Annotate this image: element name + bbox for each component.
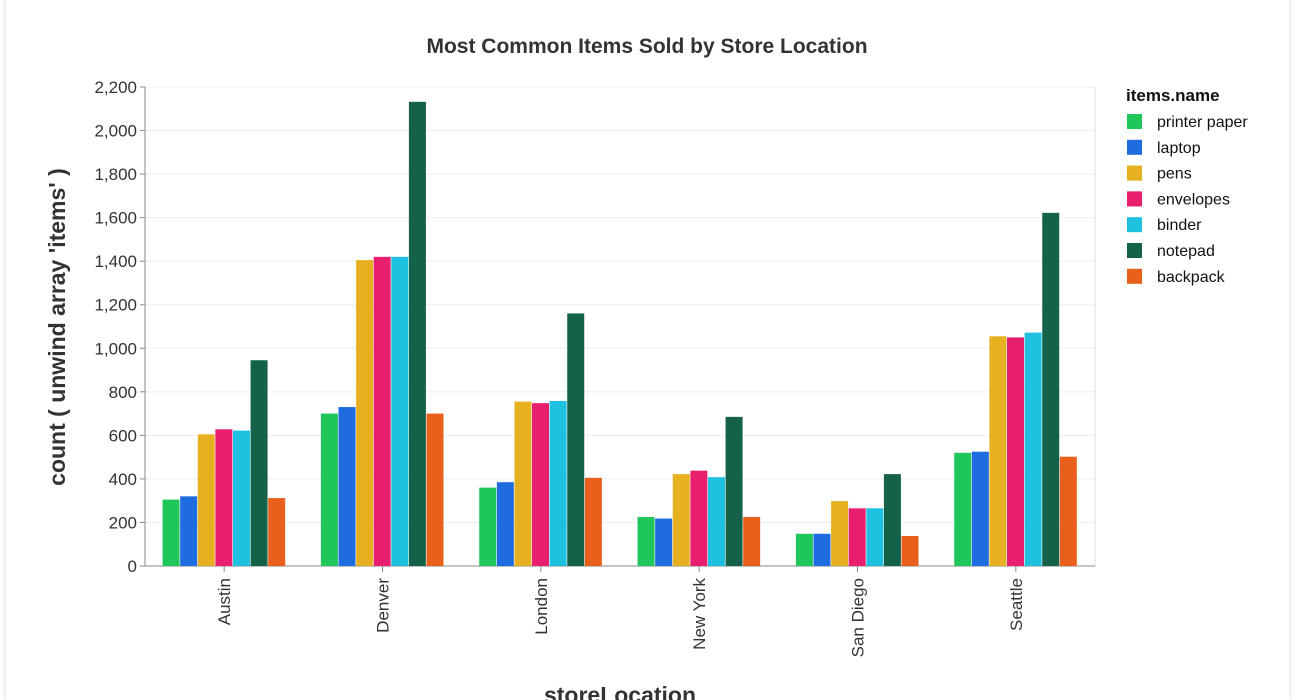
bar-printer-paper-london[interactable]: [479, 487, 497, 566]
bar-notepad-london[interactable]: [567, 313, 585, 566]
bar-laptop-san-diego[interactable]: [813, 533, 831, 566]
legend-swatch: [1127, 217, 1142, 233]
x-tick-label: San Diego: [849, 578, 868, 657]
bar-notepad-austin[interactable]: [250, 360, 268, 566]
plot-background: [144, 86, 1096, 567]
bar-laptop-seattle[interactable]: [971, 451, 989, 566]
legend-label: laptop: [1157, 140, 1201, 157]
y-tick-label: 1,000: [94, 339, 137, 358]
bar-pens-new-york[interactable]: [672, 474, 690, 566]
legend-swatch: [1127, 191, 1142, 207]
y-tick-label: 1,800: [94, 165, 137, 184]
bar-laptop-london[interactable]: [496, 482, 514, 566]
bar-printer-paper-seattle[interactable]: [954, 452, 972, 566]
x-tick-label: Seattle: [1007, 578, 1026, 631]
y-tick-label: 0: [128, 557, 137, 576]
y-tick-label: 1,400: [94, 252, 137, 271]
y-tick-label: 600: [109, 426, 137, 445]
bar-binder-austin[interactable]: [232, 430, 250, 566]
bar-backpack-london[interactable]: [584, 477, 602, 566]
y-tick-label: 2,200: [94, 78, 137, 97]
y-tick-label: 400: [109, 470, 137, 489]
y-tick-label: 2,000: [94, 122, 137, 141]
legend-label: envelopes: [1157, 191, 1230, 208]
bar-pens-austin[interactable]: [197, 434, 215, 566]
x-tick-label: New York: [690, 578, 709, 650]
bar-backpack-seattle[interactable]: [1059, 456, 1077, 566]
bar-binder-seattle[interactable]: [1024, 332, 1042, 566]
chart-title: Most Common Items Sold by Store Location: [426, 35, 867, 58]
y-tick-label: 200: [109, 513, 137, 532]
x-tick-label: Denver: [374, 578, 393, 633]
legend-label: binder: [1157, 217, 1202, 234]
legend: printer paper laptop pens envelopes binder no…: [1127, 114, 1248, 286]
bar-laptop-new-york[interactable]: [655, 518, 673, 566]
bar-binder-denver[interactable]: [391, 256, 409, 566]
bar-pens-denver[interactable]: [356, 260, 374, 566]
plot-area: 0 200 400 600 800 1,000 1,200 1,400 1,600 1,800 2,…: [94, 78, 1096, 657]
bar-printer-paper-san-diego[interactable]: [795, 533, 813, 566]
legend-label: notepad: [1157, 243, 1215, 260]
legend-title: items.name: [1126, 86, 1220, 105]
legend-swatch: [1127, 268, 1142, 284]
y-tick-label: 800: [109, 383, 137, 402]
bar-notepad-seattle[interactable]: [1042, 212, 1060, 566]
y-tick-label: 1,200: [94, 296, 137, 315]
y-axis-title: count ( unwind array 'items' ): [44, 168, 70, 486]
bar-envelopes-denver[interactable]: [373, 256, 391, 566]
x-tick-label: London: [532, 578, 551, 635]
bar-envelopes-san-diego[interactable]: [848, 508, 866, 566]
bar-notepad-new-york[interactable]: [725, 416, 743, 566]
legend-swatch: [1127, 114, 1142, 129]
bar-pens-san-diego[interactable]: [831, 501, 849, 566]
bar-backpack-new-york[interactable]: [743, 517, 761, 566]
bar-pens-london[interactable]: [514, 401, 532, 566]
bar-binder-san-diego[interactable]: [866, 508, 884, 566]
bar-binder-london[interactable]: [549, 400, 567, 566]
bar-printer-paper-new-york[interactable]: [637, 517, 655, 566]
legend-swatch: [1127, 165, 1142, 181]
legend-label: printer paper: [1157, 114, 1248, 131]
bar-envelopes-seattle[interactable]: [1007, 337, 1025, 566]
bar-printer-paper-denver[interactable]: [320, 413, 338, 566]
legend-label: backpack: [1157, 269, 1226, 286]
bar-pens-seattle[interactable]: [989, 336, 1007, 566]
bar-binder-new-york[interactable]: [707, 477, 725, 566]
bar-laptop-denver[interactable]: [338, 407, 356, 566]
x-tick-label: Austin: [215, 578, 234, 625]
bar-notepad-san-diego[interactable]: [883, 474, 901, 566]
bar-printer-paper-austin[interactable]: [162, 499, 180, 566]
bar-laptop-austin[interactable]: [180, 496, 198, 566]
bar-backpack-austin[interactable]: [268, 498, 286, 566]
bar-notepad-denver[interactable]: [408, 101, 426, 567]
x-axis-title: storeLocation: [544, 682, 696, 700]
bar-envelopes-austin[interactable]: [215, 429, 233, 566]
bar-envelopes-new-york[interactable]: [690, 470, 708, 566]
bar-backpack-denver[interactable]: [426, 413, 444, 566]
legend-swatch: [1127, 243, 1142, 258]
bar-envelopes-london[interactable]: [532, 403, 550, 566]
bar-backpack-san-diego[interactable]: [901, 535, 919, 566]
legend-swatch: [1127, 139, 1142, 155]
legend-label: pens: [1157, 166, 1192, 183]
y-tick-label: 1,600: [94, 209, 137, 228]
